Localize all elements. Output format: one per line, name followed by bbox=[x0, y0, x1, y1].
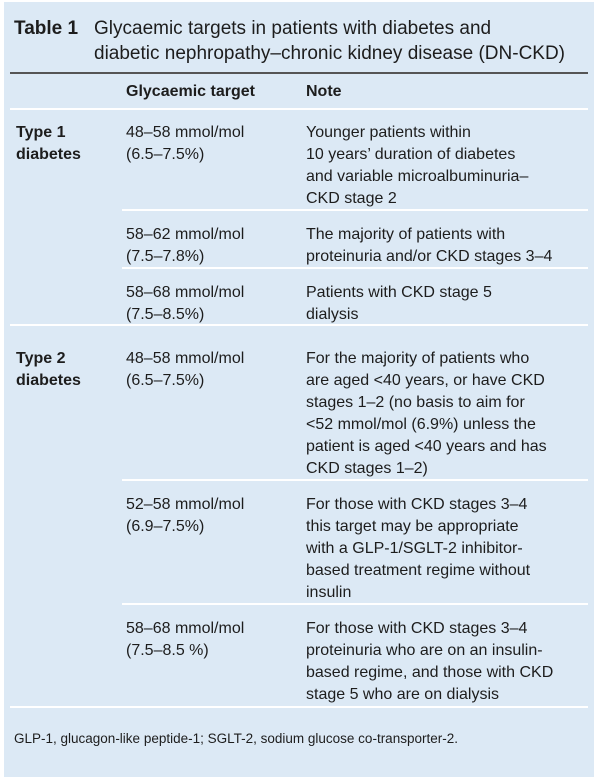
table-label: Table 1 bbox=[14, 18, 79, 39]
note-text: Patients with CKD stage 5 bbox=[306, 284, 492, 301]
group-label: diabetes bbox=[16, 372, 81, 389]
target-text: 52–58 mmol/mol bbox=[126, 496, 245, 513]
row-rule bbox=[122, 267, 588, 269]
header-target: Glycaemic target bbox=[126, 83, 255, 100]
target-text: 58–62 mmol/mol bbox=[126, 226, 245, 243]
title-text: diabetic nephropathy–chronic kidney dise… bbox=[94, 43, 566, 64]
target-text: (7.5–8.5 %) bbox=[126, 642, 209, 659]
note-text: this target may be appropriate bbox=[306, 518, 519, 535]
group-label: diabetes bbox=[16, 146, 81, 163]
row-rule bbox=[122, 209, 588, 211]
table-page: Table 1 Glycaemic target Note GLP-1, glu… bbox=[4, 2, 594, 777]
note-text: stages 1–2 (no basis to aim for bbox=[306, 394, 525, 411]
note-text: CKD stages 1–2) bbox=[306, 460, 428, 477]
target-text: 58–68 mmol/mol bbox=[126, 284, 245, 301]
note-text: based treatment regime without bbox=[306, 562, 531, 579]
target-text: 48–58 mmol/mol bbox=[126, 124, 245, 141]
note-text: For those with CKD stages 3–4 bbox=[306, 496, 528, 513]
target-text: (6.9–7.5%) bbox=[126, 518, 205, 535]
note-text: The majority of patients with bbox=[306, 226, 506, 243]
note-text: For the majority of patients who bbox=[306, 350, 530, 367]
note-text: For those with CKD stages 3–4 bbox=[306, 620, 528, 637]
note-text: Younger patients within bbox=[306, 124, 471, 141]
row-rule bbox=[122, 479, 588, 481]
row-rule bbox=[122, 603, 588, 605]
note-text: <52 mmol/mol (6.9%) unless the bbox=[306, 416, 536, 433]
target-text: 58–68 mmol/mol bbox=[126, 620, 245, 637]
note-text: patient is aged <40 years and has bbox=[306, 438, 547, 455]
group-label: Type 1 bbox=[16, 124, 66, 141]
title-text: Glycaemic targets in patients with diabe… bbox=[94, 18, 492, 39]
group-label: Type 2 bbox=[16, 350, 66, 367]
target-text: (6.5–7.5%) bbox=[126, 146, 205, 163]
target-text: 48–58 mmol/mol bbox=[126, 350, 245, 367]
note-text: based regime, and those with CKD bbox=[306, 664, 554, 681]
note-text: dialysis bbox=[306, 306, 359, 323]
footnote: GLP-1, glucagon-like peptide-1; SGLT-2, … bbox=[14, 731, 458, 746]
note-text: with a GLP-1/SGLT-2 inhibitor- bbox=[306, 540, 523, 557]
target-text: (7.5–7.8%) bbox=[126, 248, 205, 265]
note-text: are aged <40 years, or have CKD bbox=[306, 372, 545, 389]
note-text: stage 5 who are on dialysis bbox=[306, 686, 499, 703]
header-rule bbox=[10, 108, 588, 110]
title-rule bbox=[10, 72, 588, 74]
note-text: proteinuria and/or CKD stages 3–4 bbox=[306, 248, 553, 265]
target-text: (7.5–8.5%) bbox=[126, 306, 205, 323]
note-text: 10 years’ duration of diabetes bbox=[306, 146, 516, 163]
group-rule bbox=[10, 324, 588, 326]
note-text: proteinuria who are on an insulin- bbox=[306, 642, 543, 659]
target-text: (6.5–7.5%) bbox=[126, 372, 205, 389]
header-note: Note bbox=[306, 83, 342, 100]
note-text: CKD stage 2 bbox=[306, 190, 397, 207]
note-text: insulin bbox=[306, 584, 352, 601]
table-end-rule bbox=[10, 706, 588, 708]
note-text: and variable microalbuminuria– bbox=[306, 168, 529, 185]
